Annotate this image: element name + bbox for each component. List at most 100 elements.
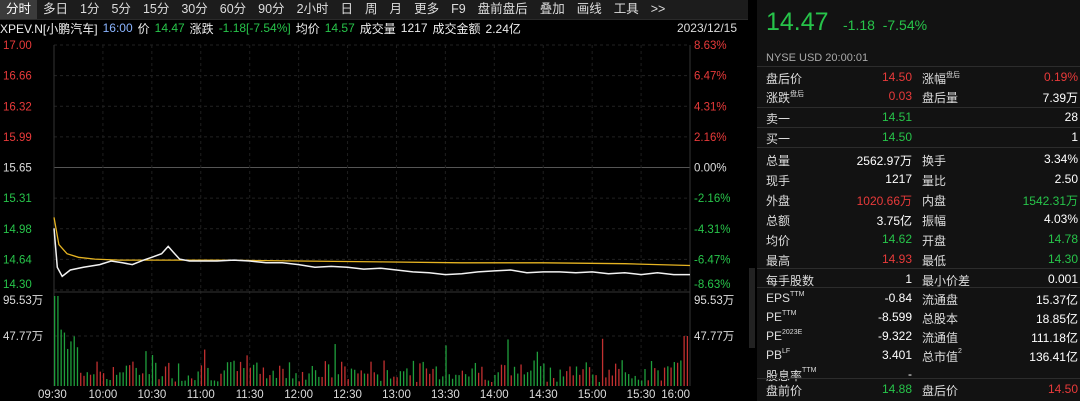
- pct-tick-label: 6.47%: [694, 71, 727, 83]
- toolbar-button-11[interactable]: 月: [389, 2, 403, 16]
- symbol-label: XPEV.N[小鹏汽车]: [0, 21, 98, 36]
- x-tick-label: 11:30: [236, 389, 264, 401]
- volume-bar: [197, 371, 199, 386]
- volume-bar: [89, 374, 92, 386]
- volume-bar: [177, 363, 180, 386]
- volume-bar: [562, 376, 565, 386]
- stat-row-6: 每手股数 1 最小价差 0.001: [766, 272, 1078, 290]
- volume-bar: [331, 377, 333, 386]
- toolbar-button-14[interactable]: 盘前盘后: [477, 2, 528, 16]
- volume-bar: [468, 376, 470, 386]
- pct-tick-label: -2.16%: [694, 193, 730, 205]
- stat-row-2: 外盘 1020.66万 内盘 1542.31万: [766, 192, 1078, 210]
- volume-bar: [409, 375, 411, 386]
- volume-bar: [647, 380, 649, 386]
- volume-bar: [461, 370, 463, 386]
- volume-bar: [161, 376, 163, 386]
- volume-bar: [350, 368, 353, 386]
- volume-bar: [556, 381, 558, 386]
- y-tick-label: 14.30: [3, 279, 32, 291]
- volume-bar: [559, 369, 561, 386]
- toolbar-button-16[interactable]: 画线: [576, 2, 602, 16]
- ask-row: 卖一 14.51 28: [766, 110, 1078, 128]
- volume-bar: [513, 366, 516, 386]
- pct-tick-label: -8.63%: [694, 279, 730, 291]
- volume-bar: [549, 367, 552, 386]
- stat-row-0: 总量 2562.97万 换手 3.34%: [766, 152, 1078, 170]
- toolbar-button-9[interactable]: 日: [340, 2, 354, 16]
- volume-tick-label: 95.53万: [694, 295, 734, 307]
- toolbar-button-15[interactable]: 叠加: [539, 2, 565, 16]
- stat-row-3-l1: 总额: [766, 214, 791, 228]
- y-tick-label: 15.99: [3, 132, 32, 144]
- toolbar-button-10[interactable]: 周: [365, 2, 378, 16]
- toolbar-button-12[interactable]: 更多: [414, 2, 440, 16]
- volume-bar: [458, 375, 460, 386]
- stat-row-1-v2: 2.50: [1054, 172, 1078, 186]
- volume-bar: [399, 371, 402, 386]
- volume-bar: [135, 367, 137, 386]
- time-value: 16:00: [102, 21, 133, 35]
- volume-bar: [119, 372, 121, 386]
- volume-bar: [680, 360, 682, 386]
- change-amount: -1.18: [843, 17, 875, 33]
- after-hours-row-1: 盘后价 14.50 涨幅盘后 0.19%: [766, 70, 1078, 88]
- stat-row-2-v1: 1020.66万: [856, 194, 912, 208]
- volume-bar: [546, 381, 548, 386]
- toolbar-button-13[interactable]: F9: [451, 2, 466, 16]
- x-tick-label: 15:00: [578, 389, 607, 401]
- volume-bar: [174, 381, 176, 386]
- volume-bar: [438, 379, 441, 386]
- volume-bar: [683, 336, 685, 386]
- toolbar-button-2[interactable]: 1分: [80, 2, 100, 16]
- volume-bar: [543, 363, 545, 386]
- fundamental-row-4-v1: -: [908, 367, 912, 381]
- volume-bar: [569, 366, 571, 386]
- price-line: [53, 228, 690, 278]
- volume-bar: [553, 377, 555, 386]
- volume-bar: [194, 380, 196, 386]
- fundamental-row-4: 股息率TTM -: [766, 367, 1078, 385]
- volume-bar: [184, 380, 186, 386]
- volume-bar: [83, 375, 85, 386]
- fundamental-row-0-v1: -0.84: [884, 291, 912, 305]
- volume-bar: [272, 370, 274, 386]
- volume-bar: [370, 361, 372, 386]
- toolbar-button-4[interactable]: 15分: [142, 2, 170, 16]
- volume-bar: [275, 377, 278, 386]
- y-tick-label: 14.64: [3, 254, 32, 266]
- volume-bar: [324, 361, 327, 386]
- volume-bar: [282, 368, 284, 386]
- volume-bar: [341, 361, 343, 386]
- toolbar-button-5[interactable]: 30分: [181, 2, 208, 16]
- pre-market-row: 盘前价 14.88 盘后价 14.50: [766, 382, 1078, 400]
- bid-row: 买一 14.50 1: [766, 130, 1078, 148]
- volume-bar: [445, 345, 447, 386]
- toolbar-button-18[interactable]: >>: [650, 2, 666, 16]
- fundamental-row-2-l2: 流通值: [922, 331, 959, 345]
- volume-bar: [419, 363, 421, 386]
- toolbar-button-6[interactable]: 60分: [219, 2, 247, 16]
- panel-resize-handle[interactable]: [749, 268, 755, 348]
- fundamental-row-2: PE2023E -9.322 流通值 111.18亿: [766, 329, 1078, 347]
- volume-bar: [373, 372, 375, 386]
- stat-row-6-v1: 1: [905, 272, 912, 286]
- toolbar-button-7[interactable]: 90分: [258, 2, 285, 16]
- panel-separator: [757, 287, 1080, 288]
- volume-bar: [106, 379, 108, 386]
- fundamental-row-0-v2: 15.37亿: [1035, 293, 1078, 307]
- toolbar-button-1[interactable]: 多日: [43, 2, 69, 16]
- volume-bar: [533, 360, 535, 386]
- volume-bar: [243, 368, 245, 386]
- toolbar-button-3[interactable]: 5分: [111, 2, 131, 16]
- toolbar-button-0[interactable]: 分时: [0, 0, 38, 19]
- after-hours-row-2: 涨跌盘后 0.03 盘后量 7.39万: [766, 89, 1078, 107]
- stat-row-5-l1: 最高: [766, 254, 791, 268]
- after-hours-row-1-v2: 0.19%: [1043, 70, 1078, 84]
- toolbar-button-8[interactable]: 2小时: [296, 2, 329, 16]
- volume-bar: [129, 365, 131, 386]
- toolbar-button-17[interactable]: 工具: [613, 2, 639, 16]
- stat-row-3-v2: 4.03%: [1043, 212, 1078, 226]
- after-hours-row-1-l2: 涨幅盘后: [922, 72, 961, 86]
- intraday-chart[interactable]: 17.00 8.63% 16.66 6.47% 16.32 4.31% 15.99 2.16%…: [0, 36, 748, 401]
